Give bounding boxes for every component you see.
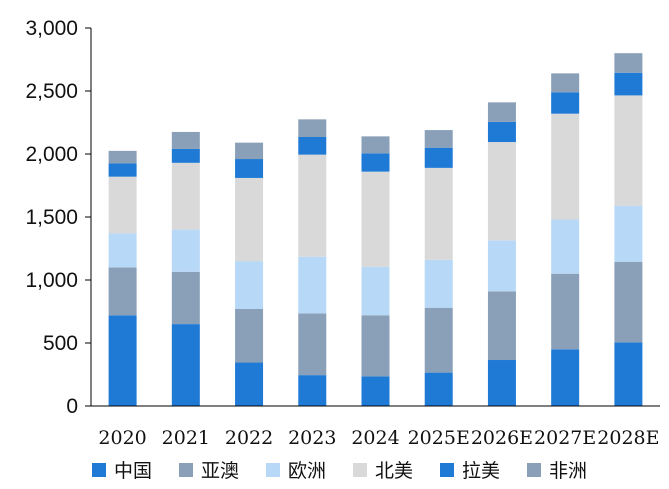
y-tick-label: 3,000 [25,17,78,40]
x-tick-label: 2028E [597,427,659,449]
legend-swatch [353,463,367,477]
bar-segment [361,266,390,316]
legend-label: 中国 [114,460,152,482]
bar-segment [108,163,137,177]
legend-swatch [266,463,280,477]
bar-segment [298,313,327,376]
y-tick-label: 0 [66,395,78,418]
bar-segment [235,261,264,309]
bar-segment [171,324,200,406]
bar-segment [298,256,327,314]
bar-segment [298,375,327,406]
bar-segment [424,259,453,308]
bar-segment [614,205,643,262]
bar-segment [487,240,516,292]
bar-segment [171,162,200,230]
x-tick-label: 2024 [351,427,399,449]
bar-segment [424,307,453,373]
bar-segment [235,177,264,262]
x-tick-label: 2026E [471,427,533,449]
bar-segment [424,372,453,406]
bar-segment [551,219,580,274]
bar-segment [361,153,390,172]
x-tick-label: 2022 [225,427,273,449]
legend-label: 亚澳 [201,460,239,482]
bar-segment [171,229,200,272]
plot-area [108,53,643,406]
bar-segment [614,95,643,206]
x-tick-label: 2021 [162,427,210,449]
y-axis: 0 500 1,000 1,500 2,000 2,500 3,000 [25,17,92,418]
y-tick-label: 2,000 [25,143,78,166]
x-tick-label: 2023 [288,427,336,449]
bar-segment [171,271,200,325]
bar-segment [614,342,643,406]
x-tick-label: 2025E [408,427,470,449]
bar-segment [487,291,516,361]
legend-item: 欧洲 [266,460,326,482]
bar-segment [171,131,200,149]
legend-label: 欧洲 [288,460,326,482]
bar-segment [235,308,264,363]
bar-segment [424,167,453,260]
legend-swatch [179,463,193,477]
bar-segment [235,159,264,178]
bar-segment [551,113,580,220]
x-tick-label: 2020 [98,427,146,449]
bar-segment [235,142,264,160]
bar-segment [298,119,327,137]
y-tick-label: 1,000 [25,269,78,292]
x-axis: 2020 2021 2022 2023 2024 2025E 2026E 2027E 2028E [91,405,660,449]
bar-segment [108,267,137,316]
bar-segment [487,102,516,122]
y-tick-label: 1,500 [25,206,78,229]
legend-label: 拉美 [462,460,500,482]
legend-swatch [440,463,454,477]
bar-segment [487,142,516,241]
legend-label: 北美 [375,460,413,482]
bar-segment [614,261,643,343]
y-tick-label: 500 [43,332,78,355]
bar-segment [424,130,453,148]
bar-segment [171,148,200,163]
legend-item: 非洲 [527,460,587,482]
bar-segment [361,171,390,267]
bar-segment [361,136,390,154]
legend-swatch [527,463,541,477]
bar-segment [487,121,516,143]
bar-segment [235,362,264,406]
x-tick-label: 2027E [534,427,596,449]
y-tick-label: 2,500 [25,80,78,103]
legend: 中国 亚澳 欧洲 北美 拉美 非洲 [92,460,587,482]
legend-item: 北美 [353,460,413,482]
bar-segment [108,176,137,234]
bar-segment [361,376,390,406]
legend-swatch [92,463,106,477]
bar-segment [551,92,580,114]
legend-item: 中国 [92,460,152,482]
legend-label: 非洲 [549,460,587,482]
bar-segment [487,360,516,406]
bar-segment [424,147,453,168]
bar-segment [108,233,137,268]
bar-segment [551,349,580,406]
bar-segment [298,154,327,257]
bar-segment [361,315,390,377]
bar-segment [614,72,643,96]
bar-segment [551,273,580,350]
bar-segment [298,136,327,155]
legend-item: 拉美 [440,460,500,482]
bar-segment [614,53,643,73]
legend-item: 亚澳 [179,460,239,482]
bar-segment [108,315,137,406]
bar-segment [551,73,580,93]
bar-segment [108,150,137,164]
